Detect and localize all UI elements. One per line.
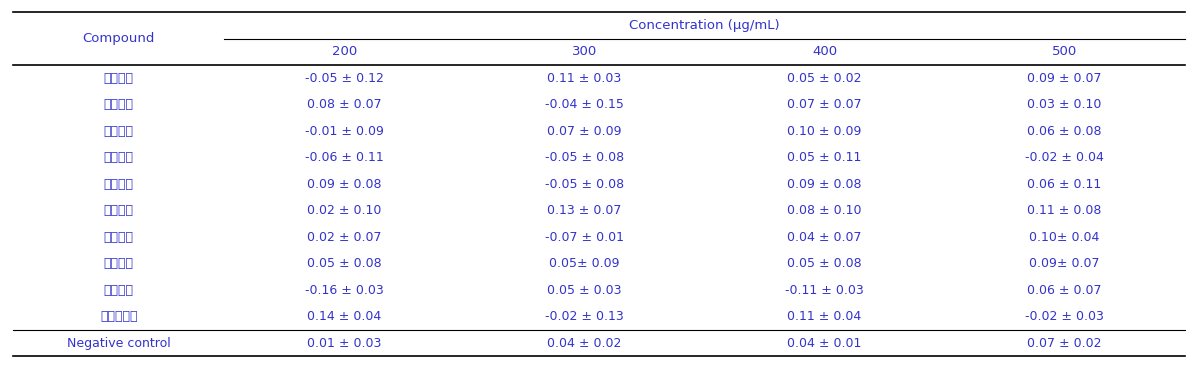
- Text: -0.02 ± 0.13: -0.02 ± 0.13: [545, 310, 624, 323]
- Text: 0.08 ± 0.07: 0.08 ± 0.07: [307, 99, 381, 111]
- Text: Compound: Compound: [83, 32, 155, 45]
- Text: 0.09 ± 0.08: 0.09 ± 0.08: [787, 178, 861, 191]
- Text: 영지버섯: 영지버섯: [104, 178, 134, 191]
- Text: -0.02 ± 0.03: -0.02 ± 0.03: [1025, 310, 1105, 323]
- Text: 0.02 ± 0.10: 0.02 ± 0.10: [307, 204, 381, 217]
- Text: 0.05 ± 0.08: 0.05 ± 0.08: [787, 257, 861, 270]
- Text: 상황버섯: 상황버섯: [104, 99, 134, 111]
- Text: 차가버섯: 차가버섯: [104, 72, 134, 85]
- Text: 0.09± 0.07: 0.09± 0.07: [1029, 257, 1100, 270]
- Text: 0.06 ± 0.08: 0.06 ± 0.08: [1028, 125, 1102, 138]
- Text: -0.05 ± 0.12: -0.05 ± 0.12: [304, 72, 383, 85]
- Text: 0.01 ± 0.03: 0.01 ± 0.03: [307, 337, 381, 350]
- Text: -0.02 ± 0.04: -0.02 ± 0.04: [1025, 151, 1105, 164]
- Text: 0.07 ± 0.07: 0.07 ± 0.07: [787, 99, 861, 111]
- Text: 0.10 ± 0.09: 0.10 ± 0.09: [787, 125, 861, 138]
- Text: 느타리버섯: 느타리버섯: [99, 310, 138, 323]
- Text: 팽이버섯: 팽이버섯: [104, 257, 134, 270]
- Text: 500: 500: [1052, 46, 1077, 58]
- Text: 0.02 ± 0.07: 0.02 ± 0.07: [307, 231, 381, 244]
- Text: 400: 400: [812, 46, 837, 58]
- Text: -0.06 ± 0.11: -0.06 ± 0.11: [304, 151, 383, 164]
- Text: 0.09 ± 0.07: 0.09 ± 0.07: [1028, 72, 1102, 85]
- Text: 0.11 ± 0.08: 0.11 ± 0.08: [1028, 204, 1102, 217]
- Text: -0.01 ± 0.09: -0.01 ± 0.09: [304, 125, 383, 138]
- Text: 0.04 ± 0.07: 0.04 ± 0.07: [787, 231, 861, 244]
- Text: 0.05 ± 0.08: 0.05 ± 0.08: [307, 257, 381, 270]
- Text: 0.05 ± 0.03: 0.05 ± 0.03: [547, 284, 622, 297]
- Text: 0.11 ± 0.03: 0.11 ± 0.03: [547, 72, 622, 85]
- Text: 0.06 ± 0.07: 0.06 ± 0.07: [1028, 284, 1102, 297]
- Text: -0.05 ± 0.08: -0.05 ± 0.08: [545, 178, 624, 191]
- Text: 0.14 ± 0.04: 0.14 ± 0.04: [307, 310, 381, 323]
- Text: 0.04 ± 0.02: 0.04 ± 0.02: [547, 337, 622, 350]
- Text: 0.06 ± 0.11: 0.06 ± 0.11: [1028, 178, 1102, 191]
- Text: 동충하초: 동충하초: [104, 151, 134, 164]
- Text: 0.10± 0.04: 0.10± 0.04: [1029, 231, 1100, 244]
- Text: 0.04 ± 0.01: 0.04 ± 0.01: [787, 337, 861, 350]
- Text: 0.03 ± 0.10: 0.03 ± 0.10: [1028, 99, 1102, 111]
- Text: 0.07 ± 0.09: 0.07 ± 0.09: [547, 125, 622, 138]
- Text: -0.07 ± 0.01: -0.07 ± 0.01: [545, 231, 624, 244]
- Text: 표고버섯: 표고버섯: [104, 231, 134, 244]
- Text: 200: 200: [332, 46, 357, 58]
- Text: 0.13 ± 0.07: 0.13 ± 0.07: [547, 204, 622, 217]
- Text: -0.04 ± 0.15: -0.04 ± 0.15: [545, 99, 624, 111]
- Text: 0.09 ± 0.08: 0.09 ± 0.08: [307, 178, 381, 191]
- Text: 0.05± 0.09: 0.05± 0.09: [549, 257, 619, 270]
- Text: 운지버섯: 운지버섯: [104, 125, 134, 138]
- Text: 0.11 ± 0.04: 0.11 ± 0.04: [787, 310, 861, 323]
- Text: Negative control: Negative control: [67, 337, 170, 350]
- Text: 300: 300: [571, 46, 597, 58]
- Text: 0.05 ± 0.02: 0.05 ± 0.02: [787, 72, 861, 85]
- Text: 잎새버섯: 잎새버섯: [104, 204, 134, 217]
- Text: -0.05 ± 0.08: -0.05 ± 0.08: [545, 151, 624, 164]
- Text: 0.07 ± 0.02: 0.07 ± 0.02: [1028, 337, 1102, 350]
- Text: 0.08 ± 0.10: 0.08 ± 0.10: [787, 204, 861, 217]
- Text: 0.05 ± 0.11: 0.05 ± 0.11: [787, 151, 861, 164]
- Text: -0.16 ± 0.03: -0.16 ± 0.03: [304, 284, 383, 297]
- Text: 목이버섯: 목이버섯: [104, 284, 134, 297]
- Text: -0.11 ± 0.03: -0.11 ± 0.03: [785, 284, 864, 297]
- Text: Concentration (μg/mL): Concentration (μg/mL): [629, 19, 780, 32]
